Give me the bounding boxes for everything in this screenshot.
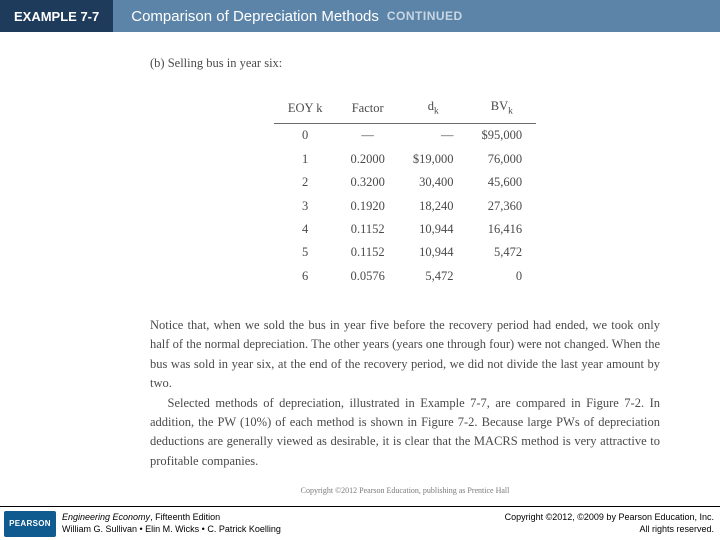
- cell-factor: 0.2000: [336, 148, 398, 171]
- cr-line2: All rights reserved.: [505, 524, 714, 535]
- cell-dk: 18,240: [399, 195, 468, 218]
- bv-sub: k: [508, 107, 513, 117]
- cell-k: 2: [274, 171, 337, 194]
- pearson-logo: PEARSON: [4, 511, 56, 537]
- cell-factor: 0.1920: [336, 195, 398, 218]
- cell-factor: —: [336, 124, 398, 148]
- table-row: 1 0.2000 $19,000 76,000: [274, 148, 536, 171]
- cell-dk: 10,944: [399, 241, 468, 264]
- book-line1: Engineering Economy, Fifteenth Edition: [62, 512, 281, 523]
- paragraph-1: Notice that, when we sold the bus in yea…: [150, 316, 660, 394]
- cell-bv: 76,000: [467, 148, 536, 171]
- table-row: 4 0.1152 10,944 16,416: [274, 218, 536, 241]
- cell-bv: $95,000: [467, 124, 536, 148]
- cell-factor: 0.1152: [336, 218, 398, 241]
- depreciation-table: EOY k Factor dk BVk 0 — — $95,000 1 0.20…: [274, 95, 536, 288]
- dk-sub: k: [434, 107, 439, 117]
- cell-factor: 0.0576: [336, 265, 398, 288]
- cell-factor: 0.3200: [336, 171, 398, 194]
- part-label: (b) Selling bus in year six:: [150, 54, 660, 73]
- header-continued: CONTINUED: [379, 0, 463, 32]
- content-area: (b) Selling bus in year six: EOY k Facto…: [0, 32, 720, 497]
- cell-k: 0: [274, 124, 337, 148]
- cell-factor: 0.1152: [336, 241, 398, 264]
- cell-dk: $19,000: [399, 148, 468, 171]
- table-row: 3 0.1920 18,240 27,360: [274, 195, 536, 218]
- bv-pre: BV: [491, 99, 508, 113]
- table-row: 2 0.3200 30,400 45,600: [274, 171, 536, 194]
- cell-dk: 5,472: [399, 265, 468, 288]
- col-bvk: BVk: [467, 95, 536, 124]
- col-factor: Factor: [336, 95, 398, 124]
- paragraph-2: Selected methods of depreciation, illust…: [150, 394, 660, 472]
- cell-bv: 45,600: [467, 171, 536, 194]
- cell-k: 3: [274, 195, 337, 218]
- cell-bv: 16,416: [467, 218, 536, 241]
- footer-bar: PEARSON Engineering Economy, Fifteenth E…: [0, 506, 720, 540]
- cr-line1: Copyright ©2012, ©2009 by Pearson Educat…: [505, 512, 714, 523]
- table-row: 0 — — $95,000: [274, 124, 536, 148]
- cell-k: 6: [274, 265, 337, 288]
- book-authors: William G. Sullivan • Elin M. Wicks • C.…: [62, 524, 281, 535]
- cell-dk: 10,944: [399, 218, 468, 241]
- book-edition: , Fifteenth Edition: [150, 512, 220, 522]
- cell-bv: 5,472: [467, 241, 536, 264]
- example-tag: EXAMPLE 7-7: [0, 0, 113, 32]
- inline-copyright: Copyright ©2012 Pearson Education, publi…: [150, 485, 660, 497]
- table-row: 5 0.1152 10,944 5,472: [274, 241, 536, 264]
- cell-k: 4: [274, 218, 337, 241]
- cell-bv: 27,360: [467, 195, 536, 218]
- book-title: Engineering Economy: [62, 512, 150, 522]
- col-eoy: EOY k: [274, 95, 337, 124]
- cell-dk: —: [399, 124, 468, 148]
- book-info: Engineering Economy, Fifteenth Edition W…: [62, 512, 281, 535]
- cell-k: 1: [274, 148, 337, 171]
- cell-k: 5: [274, 241, 337, 264]
- cell-dk: 30,400: [399, 171, 468, 194]
- header-title: Comparison of Depreciation Methods: [113, 0, 379, 32]
- footer-copyright: Copyright ©2012, ©2009 by Pearson Educat…: [505, 512, 720, 535]
- col-dk: dk: [399, 95, 468, 124]
- cell-bv: 0: [467, 265, 536, 288]
- header-bar: EXAMPLE 7-7 Comparison of Depreciation M…: [0, 0, 720, 32]
- table-header-row: EOY k Factor dk BVk: [274, 95, 536, 124]
- table-row: 6 0.0576 5,472 0: [274, 265, 536, 288]
